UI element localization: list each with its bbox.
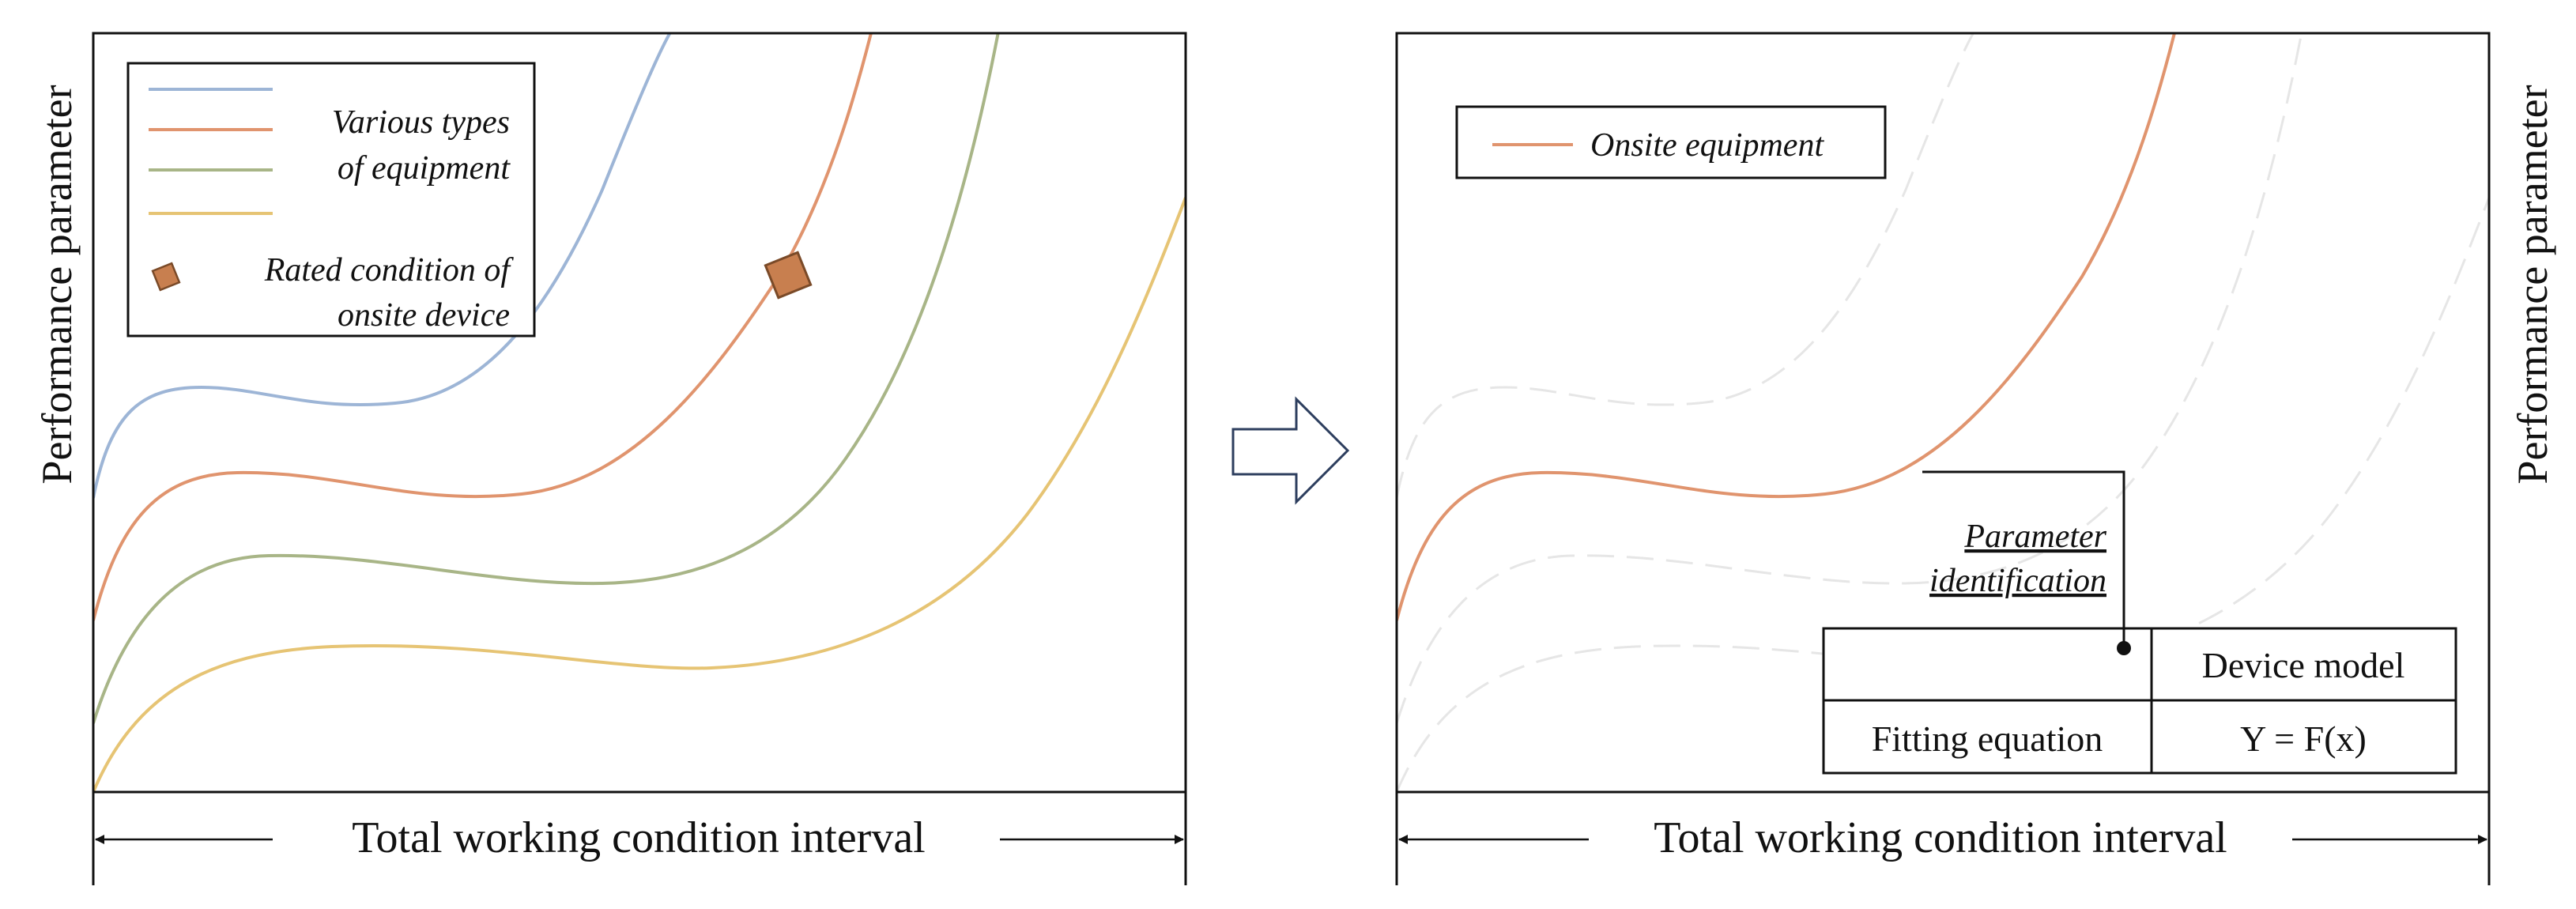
right-legend: Onsite equipment	[1455, 105, 1887, 179]
right-y-axis-label: Performance parameter	[2509, 85, 2556, 484]
right-panel: Onsite equipment Parameter identificatio…	[1395, 32, 2556, 885]
table-row-label: Fitting equation	[1872, 719, 2103, 759]
right-interval-label: Total working condition interval	[1654, 813, 2227, 862]
legend-series-label-line1: Various types	[332, 104, 510, 141]
rated-condition-marker	[764, 251, 813, 300]
right-interval-axis: Total working condition interval	[1395, 792, 2491, 885]
annotation-label-line1: Parameter	[1963, 519, 2106, 555]
hollow-right-arrow-icon	[1231, 396, 1350, 505]
left-interval-axis: Total working condition interval	[92, 792, 1187, 885]
table-row-value: Y = F(x)	[2240, 719, 2367, 759]
curve-equipment-1	[93, 33, 672, 499]
curve-equipment-2	[93, 33, 873, 621]
left-panel: Performance parameter Various types of e…	[33, 32, 1187, 885]
left-legend-box	[126, 62, 536, 338]
curve-equipment-4	[93, 197, 1186, 792]
annotation-label-line2: identification	[1929, 563, 2106, 599]
legend-rated-label-line1: Rated condition of	[264, 252, 515, 289]
parameter-identification: Parameter identification	[1922, 470, 2131, 655]
annotation-leader-line	[1922, 470, 2125, 648]
right-legend-box	[1455, 105, 1887, 179]
left-curves	[93, 33, 1186, 792]
legend-onsite-label: Onsite equipment	[1590, 127, 1824, 164]
table-header-device-model: Device model	[2202, 645, 2405, 685]
curve-equipment-3	[93, 33, 1000, 724]
left-y-axis-label: Performance parameter	[33, 85, 81, 484]
device-model-table: Device model Fitting equation Y = F(x)	[1822, 627, 2457, 775]
ghost-curve-1	[1397, 33, 1975, 499]
left-plot-frame	[92, 32, 1187, 794]
left-legend: Various types of equipment Rated conditi…	[126, 62, 536, 338]
onsite-equipment-curve	[1397, 33, 2177, 621]
legend-rated-label-line2: onsite device	[338, 297, 510, 334]
left-interval-label: Total working condition interval	[352, 813, 925, 862]
legend-series-label-line2: of equipment	[338, 150, 511, 187]
legend-rated-marker	[151, 262, 181, 292]
ghost-curve-2	[1397, 33, 2303, 724]
right-plot-frame	[1395, 32, 2491, 794]
